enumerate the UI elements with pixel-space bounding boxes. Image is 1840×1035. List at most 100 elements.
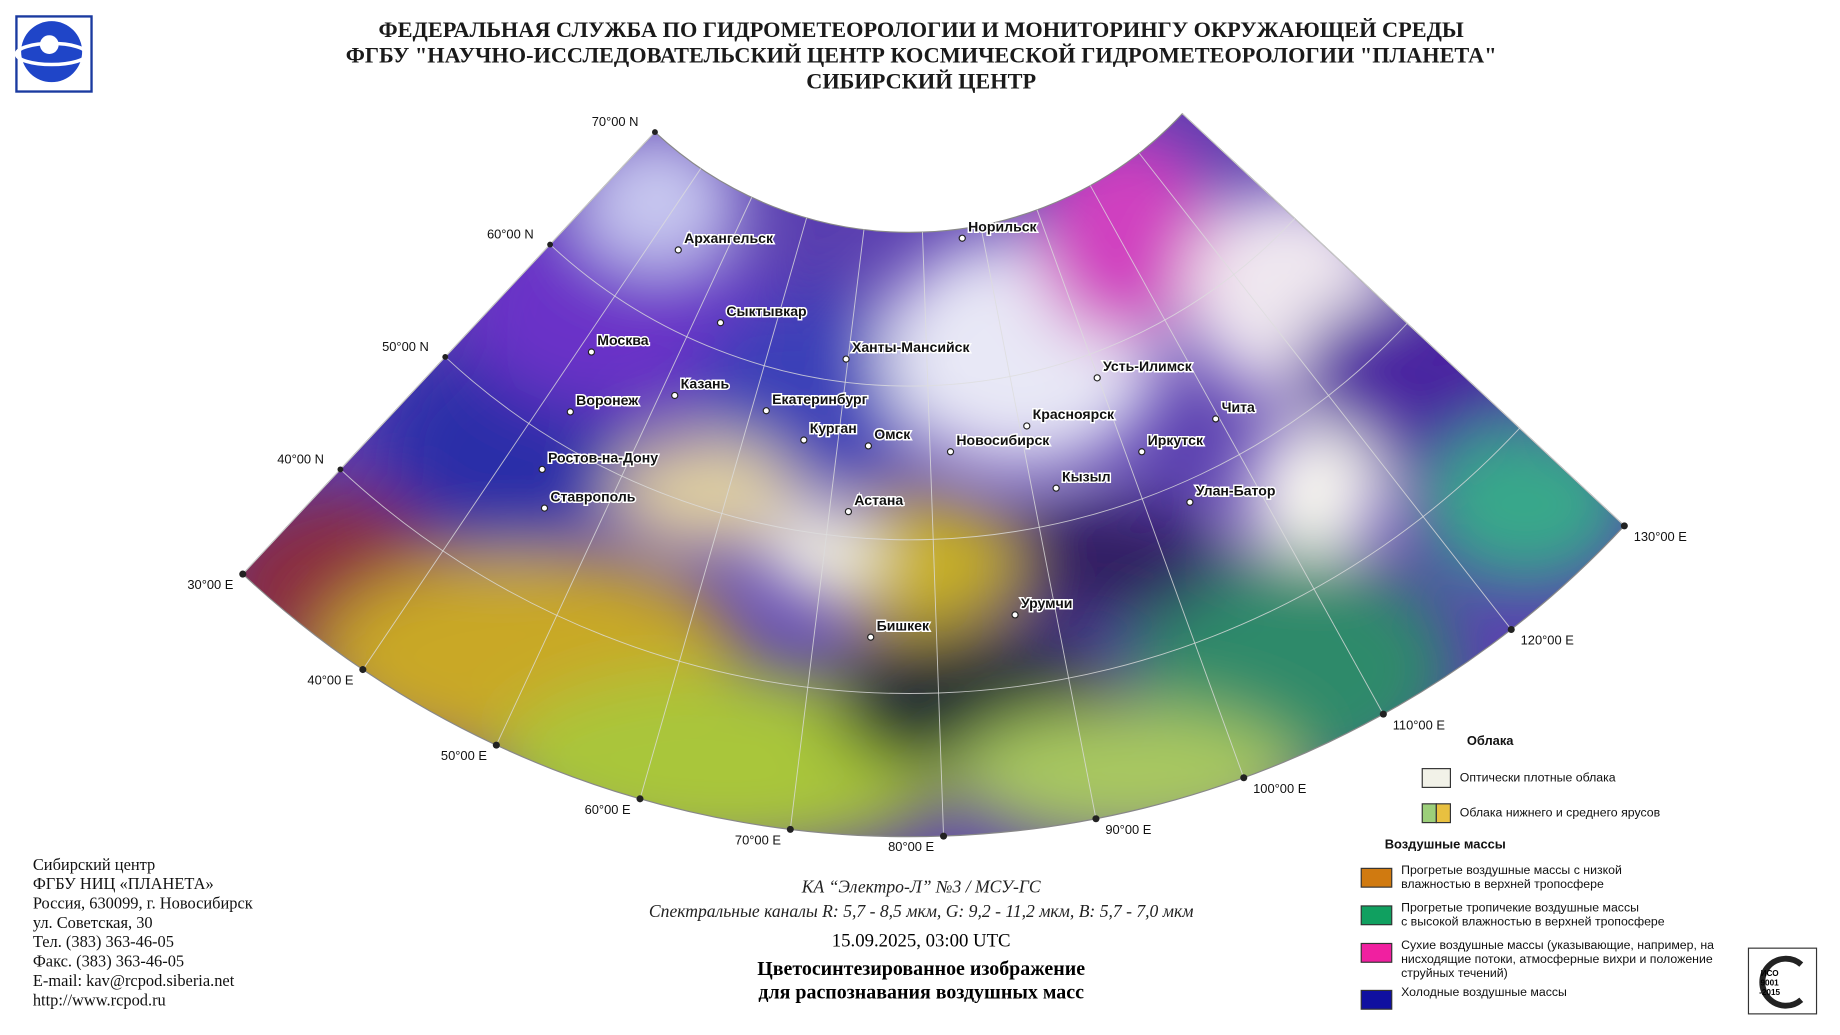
longitude-label: 110°00 E	[1393, 717, 1446, 732]
city-dot	[864, 442, 873, 450]
address-line: Факс. (383) 363-46-05	[33, 952, 184, 971]
city-dot	[1052, 484, 1060, 492]
latitude-label: 50°00 N	[382, 339, 429, 354]
iso-text: 9001	[1760, 979, 1779, 988]
address-line: Россия, 630099, г. Новосибирск	[33, 894, 253, 913]
city-label: Улан-Батор	[1196, 482, 1276, 498]
longitude-dot	[1620, 522, 1628, 530]
city-dot	[844, 507, 853, 516]
city-dot	[800, 436, 808, 444]
city-label: Архангельск	[684, 230, 774, 246]
longitude-dot	[1240, 774, 1248, 782]
meridian	[242, 131, 656, 575]
meridian	[1089, 185, 1384, 715]
meridian	[1182, 113, 1625, 527]
address-line: Сибирский центр	[33, 855, 155, 874]
city-label: Казань	[681, 376, 730, 392]
legend: Облака Воздушные массы Оптически плотные…	[1360, 733, 1714, 1010]
longitude-label: 90°00 E	[1105, 822, 1151, 837]
longitude-dot	[1092, 815, 1100, 823]
satellite: КА “Электро-Л” №3 / МСУ-ГС	[801, 876, 1041, 896]
city-dot	[538, 465, 546, 474]
city-label: Чита	[1222, 399, 1255, 415]
legend-swatch	[1360, 942, 1393, 963]
meridian	[1036, 209, 1245, 778]
longitude-label: 40°00 E	[307, 673, 353, 688]
legend-item: Прогретые воздушные массы с низкой	[1401, 863, 1622, 877]
city-label: Астана	[854, 492, 903, 508]
city-label: Кызыл	[1062, 468, 1111, 484]
city-dot	[1138, 448, 1146, 456]
longitude-label: 120°00 E	[1521, 633, 1575, 648]
longitude-dot	[359, 666, 367, 674]
meridian	[980, 225, 1097, 819]
legend-swatch	[1360, 989, 1393, 1010]
header-line: СИБИРСКИЙ ЦЕНТР	[806, 68, 1036, 93]
legend-title: Воздушные массы	[1385, 836, 1506, 851]
iso-text: -2015	[1759, 988, 1780, 997]
legend-title: Облака	[1467, 733, 1514, 748]
address-line: Тел. (383) 363-46-05	[33, 932, 174, 951]
legend-swatch	[1360, 905, 1393, 926]
meridian	[789, 229, 865, 830]
city-label: Воронеж	[576, 392, 639, 408]
longitude-label: 60°00 E	[585, 802, 631, 817]
latitude-label: 70°00 N	[592, 114, 639, 129]
meridian	[639, 217, 808, 799]
latitude-label: 40°00 N	[277, 451, 324, 466]
city-dot	[1011, 611, 1019, 619]
product-title: Цветосинтезированное изображение	[757, 958, 1085, 980]
city-label: Омск	[874, 426, 911, 442]
legend-item: струйных течений)	[1401, 966, 1508, 980]
longitude-dot	[1507, 625, 1515, 633]
legend-item: Прогретые тропичекие воздушные массы	[1401, 901, 1639, 915]
longitude-dot	[940, 832, 948, 840]
latitude-dot	[652, 129, 658, 136]
legend-item: влажностью в верхней тропосфере	[1401, 877, 1604, 891]
meridian	[495, 197, 753, 746]
address-line: ФГБУ НИЦ «ПЛАНЕТА»	[33, 874, 214, 893]
latitude-dot	[442, 354, 449, 360]
city-label: Москва	[597, 332, 648, 348]
city-dot	[671, 391, 679, 400]
longitude-label: 50°00 E	[441, 748, 487, 763]
address-line: http://www.rcpod.ru	[33, 990, 166, 1009]
longitude-label: 30°00 E	[187, 577, 233, 592]
city-label: Урумчи	[1021, 595, 1073, 611]
legend-item: Холодные воздушные массы	[1401, 985, 1567, 999]
city-dot	[587, 348, 596, 356]
caption: КА “Электро-Л” №3 / МСУ-ГС Спектральные …	[649, 876, 1193, 1003]
longitude-dot	[786, 825, 794, 833]
longitude-dot	[1379, 710, 1387, 718]
parallel	[444, 323, 1408, 541]
legend-item: нисходящие потоки, атмосферные вихри и п…	[1401, 952, 1713, 966]
satellite-map: 70°00 N 60°00 N 50°00 N 40°00 N 30°00 E 40°00…	[187, 112, 1688, 854]
city-dot	[867, 633, 875, 641]
city-dot	[540, 504, 549, 512]
legend-item: с высокой влажностью в верхней тропосфер…	[1401, 915, 1665, 929]
longitude-label: 100°00 E	[1253, 781, 1307, 796]
city-dot	[762, 407, 770, 415]
city-label: Сыктывкар	[726, 303, 807, 319]
legend-item: Оптически плотные облака	[1460, 770, 1616, 784]
city-label: Бишкек	[877, 617, 930, 633]
city-dot	[1212, 415, 1220, 423]
latitude-label: 60°00 N	[487, 227, 534, 242]
legend-swatch	[1360, 867, 1393, 888]
legend-swatch	[1421, 803, 1437, 824]
city-dot	[1186, 498, 1194, 506]
city-dot	[716, 319, 725, 327]
city-label: Ханты-Мансийск	[852, 339, 971, 355]
address-line: ул. Советская, 30	[33, 913, 153, 932]
datetime: 15.09.2025, 03:00 UTC	[832, 931, 1011, 952]
city-label: Норильск	[968, 218, 1037, 234]
longitude-dot	[239, 570, 247, 578]
longitude-dot	[492, 741, 500, 749]
latitude-dot	[337, 466, 344, 473]
city-label: Красноярск	[1033, 406, 1115, 422]
longitude-dot	[636, 795, 644, 803]
longitude-label: 130°00 E	[1634, 529, 1688, 544]
